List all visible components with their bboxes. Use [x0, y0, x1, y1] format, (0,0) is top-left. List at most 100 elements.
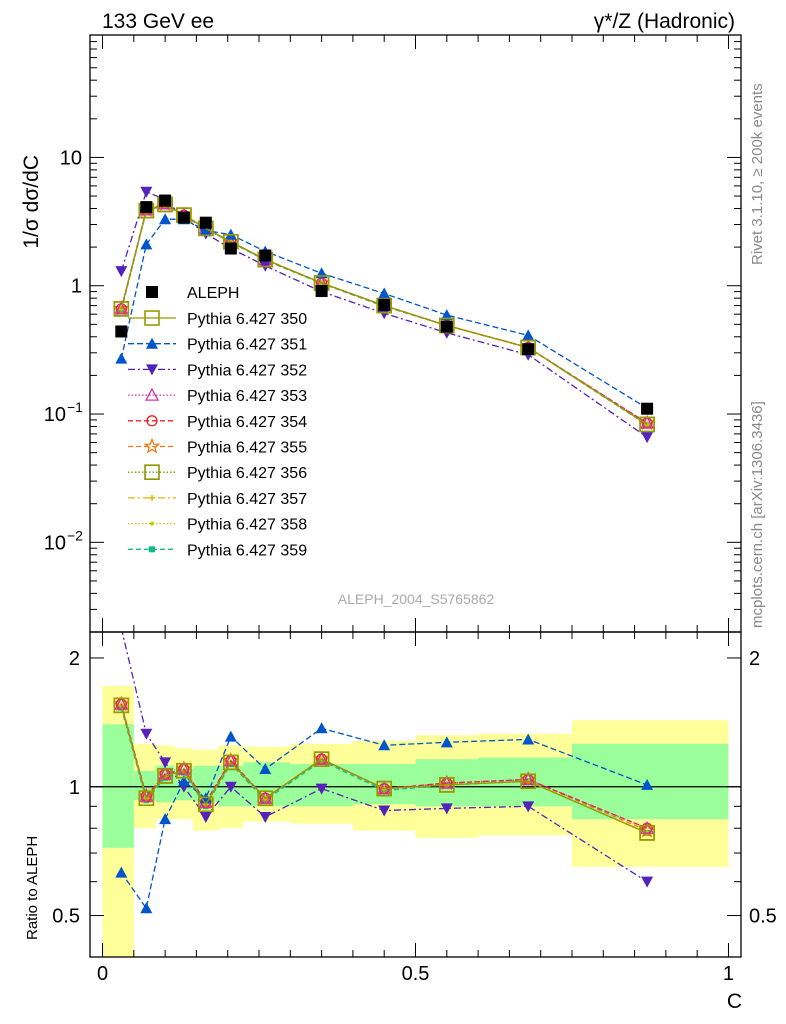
ratio-point-1 — [177, 775, 190, 787]
data-point — [259, 249, 272, 262]
ratio-y-tick-label-left: 0.5 — [52, 906, 80, 928]
main-y-tick-exponent: −1 — [67, 399, 83, 415]
legend-marker-data — [146, 286, 158, 298]
x-tick-label: 1 — [723, 963, 734, 985]
ratio-point-3 — [139, 788, 154, 802]
ratio-point-3 — [158, 766, 173, 780]
data-point — [115, 325, 128, 338]
ratio-series-group — [90, 632, 741, 914]
series-point-0 — [113, 301, 130, 317]
ratio-point-2 — [522, 801, 535, 813]
series-point-2 — [140, 186, 153, 198]
legend-label-8: Pythia 6.427 358 — [187, 517, 307, 534]
legend-label-5: Pythia 6.427 355 — [187, 440, 307, 457]
ratio-point-1 — [315, 722, 328, 734]
data-point — [177, 211, 190, 224]
ratio-point-0 — [113, 697, 130, 714]
data-point — [440, 320, 453, 333]
ratio-y-axis-label: Ratio to ALEPH — [24, 836, 41, 940]
ratio-point-3 — [223, 753, 238, 767]
x-tick-label: 0.5 — [402, 963, 430, 985]
x-tick-label: 0 — [97, 963, 108, 985]
main-series-group — [112, 186, 656, 444]
series-point-0 — [639, 416, 655, 433]
ratio-point-3 — [176, 761, 191, 775]
x-axis-label: C — [727, 990, 742, 1013]
ratio-band-inner — [102, 724, 134, 848]
legend-label-0: Pythia 6.427 350 — [187, 311, 307, 328]
ratio-point-1 — [115, 866, 128, 878]
series-point-1 — [159, 213, 172, 225]
legend: ALEPH Pythia 6.427 350 Pythia 6.427 351 Pyt… — [128, 285, 307, 559]
series-point-1 — [140, 238, 153, 250]
ratio-point-0 — [138, 790, 155, 807]
ratio-point-2 — [315, 783, 328, 795]
ratio-point-2 — [641, 876, 654, 888]
series-point-1 — [115, 352, 128, 364]
legend-marker-5 — [143, 437, 161, 454]
ratio-point-0 — [157, 768, 173, 784]
ratio-point-1 — [378, 739, 391, 751]
ratio-point-2 — [140, 728, 153, 740]
ratio-point-0 — [223, 754, 239, 771]
data-point — [315, 284, 328, 297]
series-point-2 — [115, 266, 128, 278]
legend-label-2: Pythia 6.427 352 — [187, 362, 307, 379]
ratio-point-1 — [440, 736, 453, 748]
ratio-point-1 — [259, 763, 272, 775]
ratio-point-3 — [439, 775, 454, 789]
ratio-point-2 — [199, 811, 212, 823]
side-label-rivet: Rivet 3.1.10, ≥ 200k events — [749, 83, 766, 265]
data-point — [641, 402, 654, 415]
ratio-point-1 — [140, 902, 153, 914]
ratio-point-1 — [159, 813, 172, 825]
legend-label-9: Pythia 6.427 359 — [187, 542, 307, 559]
legend-label-1: Pythia 6.427 351 — [187, 337, 307, 354]
y-axis-label: 1/σ dσ/dC — [20, 155, 43, 249]
ratio-point-0 — [198, 796, 214, 813]
ratio-y-tick-label-right: 0.5 — [749, 906, 777, 928]
analysis-label: ALEPH_2004_S5765862 — [338, 591, 495, 607]
series-point-1 — [378, 287, 391, 299]
main-y-tick-label: 1 — [71, 276, 82, 298]
legend-label-4: Pythia 6.427 354 — [187, 414, 307, 431]
data-point — [522, 343, 535, 356]
series-point-2 — [641, 432, 654, 444]
ratio-point-2 — [259, 811, 272, 823]
ratio-line-3 — [120, 703, 648, 829]
ratio-point-0 — [257, 790, 274, 807]
ratio-y-tick-label-left: 2 — [69, 648, 80, 670]
legend-marker-0 — [144, 310, 160, 326]
legend-label-data: ALEPH — [187, 285, 239, 302]
ratio-y-tick-label-right: 2 — [749, 648, 760, 670]
ratio-point-1 — [224, 730, 237, 742]
main-y-tick-label: 10 — [44, 532, 66, 554]
series-point-2 — [378, 308, 391, 320]
ratio-point-2 — [224, 781, 237, 793]
ratio-point-0 — [438, 777, 455, 793]
data-point — [224, 242, 237, 255]
legend-marker-3 — [144, 387, 160, 401]
ratio-point-0 — [376, 780, 393, 797]
legend-marker-1 — [146, 337, 158, 349]
series-point-0 — [376, 297, 393, 314]
ratio-point-0 — [313, 751, 330, 767]
ratio-point-2 — [159, 757, 172, 769]
main-y-tick-exponent: −2 — [67, 527, 83, 543]
ratio-uncertainty-bands — [102, 685, 729, 957]
ratio-point-0 — [176, 762, 192, 779]
ratio-line-1 — [120, 727, 648, 910]
legend-marker-9 — [149, 546, 155, 553]
ratio-plot — [90, 632, 741, 914]
legend-marker-2 — [146, 364, 158, 376]
data-point — [199, 216, 212, 229]
data-point — [140, 201, 153, 214]
series-line-1 — [120, 218, 648, 409]
ratio-point-3 — [640, 820, 655, 834]
main-y-tick-label: 10 — [44, 404, 66, 426]
ratio-point-1 — [522, 733, 535, 745]
data-point — [378, 298, 391, 311]
side-label-mcplots: mcplots.cern.ch [arXiv:1306.3436] — [749, 401, 766, 628]
